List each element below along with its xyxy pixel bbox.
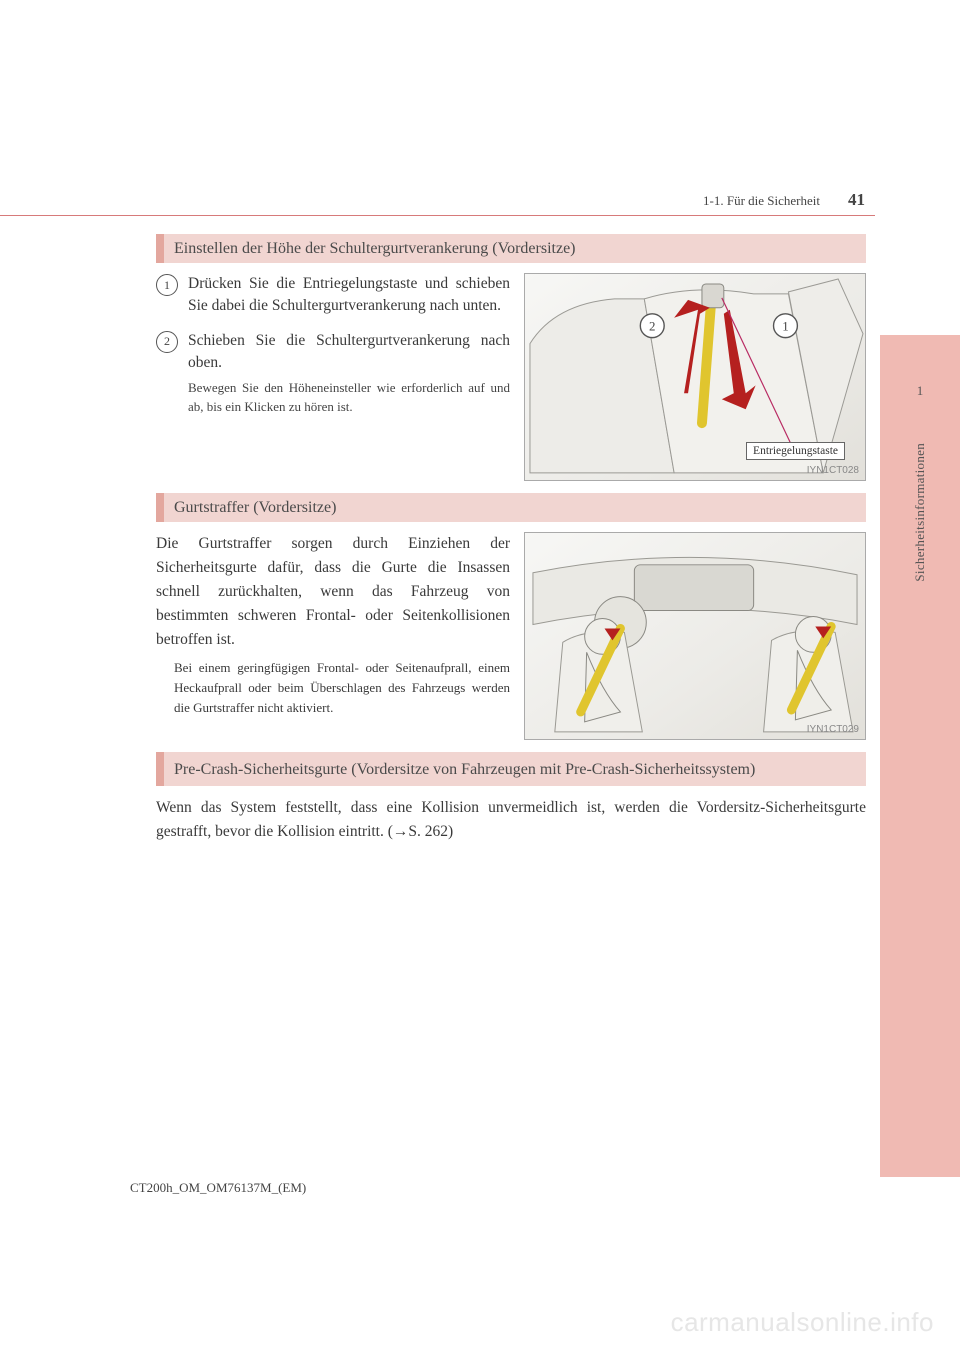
callout-number: 1 bbox=[782, 319, 788, 334]
page-header: 1-1. Für die Sicherheit 41 bbox=[130, 190, 865, 210]
section-title: Einstellen der Höhe der Schultergurtvera… bbox=[156, 234, 866, 263]
step-text: Drücken Sie die Entriegelungstaste und s… bbox=[188, 273, 510, 318]
step-text: Schieben Sie die Schultergurtverankerung… bbox=[188, 330, 510, 375]
header-rule bbox=[0, 215, 875, 216]
figure-pretensioner: IYN1CT029 bbox=[524, 532, 866, 740]
list-item: 2 Schieben Sie die Schultergurtverankeru… bbox=[156, 330, 510, 417]
step-list: 1 Drücken Sie die Entriegelungstaste und… bbox=[156, 273, 510, 417]
figure-illustration bbox=[525, 533, 865, 740]
chapter-number: 1 bbox=[880, 383, 960, 399]
section-body: Die Gurtstraffer sorgen durch Einziehen … bbox=[156, 532, 510, 652]
callout-number: 2 bbox=[649, 319, 655, 334]
figure-code: IYN1CT028 bbox=[807, 465, 859, 476]
content: Einstellen der Höhe der Schultergurtvera… bbox=[156, 234, 866, 844]
step-subtext: Bewegen Sie den Höheneinsteller wie erfo… bbox=[188, 379, 510, 417]
doc-id: CT200h_OM_OM76137M_(EM) bbox=[130, 1180, 306, 1196]
figure-code: IYN1CT029 bbox=[807, 724, 859, 735]
watermark: carmanualsonline.info bbox=[671, 1307, 934, 1338]
section-title: Gurtstraffer (Vordersitze) bbox=[156, 493, 866, 522]
step-marker: 2 bbox=[156, 331, 178, 353]
figure-label: Entriegelungstaste bbox=[746, 442, 845, 460]
section-title: Pre-Crash-Sicherheitsgurte (Vordersitze … bbox=[156, 752, 866, 786]
step-marker: 1 bbox=[156, 274, 178, 296]
chapter-tab: 1 Sicherheitsinformationen bbox=[880, 335, 960, 1177]
chapter-title: Sicherheitsinformationen bbox=[912, 443, 928, 582]
page-number: 41 bbox=[848, 190, 865, 210]
list-item: 1 Drücken Sie die Entriegelungstaste und… bbox=[156, 273, 510, 318]
section-body: Wenn das System feststellt, dass eine Ko… bbox=[156, 796, 866, 844]
header-section: 1-1. Für die Sicherheit bbox=[703, 193, 820, 209]
figure-shoulder-anchor: 2 1 Entriegelungstaste IYN1CT028 bbox=[524, 273, 866, 481]
section-note: Bei einem geringfügigen Frontal- oder Se… bbox=[156, 658, 510, 718]
